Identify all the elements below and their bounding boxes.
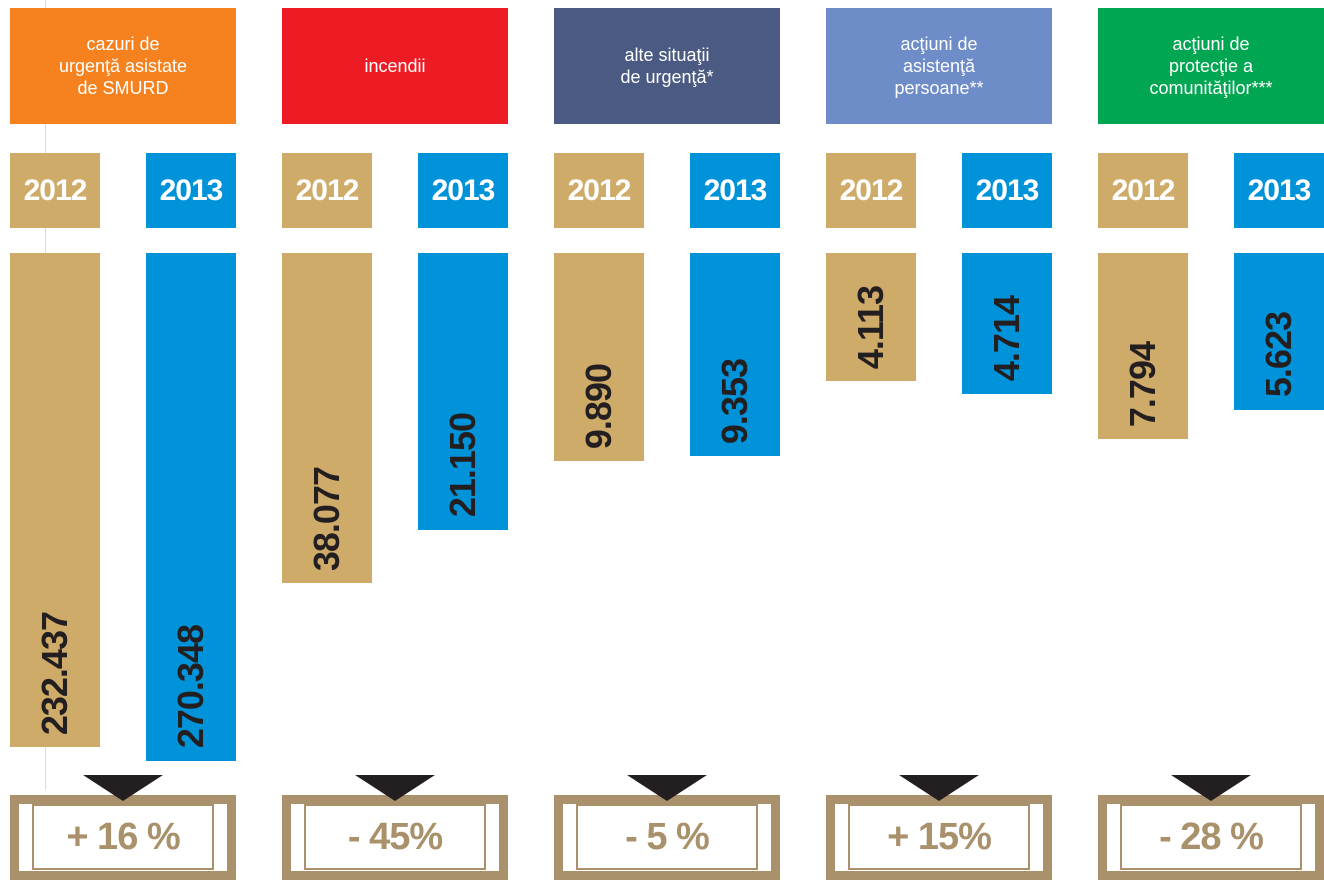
bar: 38.077 bbox=[282, 253, 372, 583]
year-label: 2012 bbox=[10, 153, 100, 228]
bar: 7.794 bbox=[1098, 253, 1188, 440]
change-label: - 45% bbox=[304, 804, 486, 870]
bar: 4.113 bbox=[826, 253, 916, 382]
year-label: 2012 bbox=[826, 153, 916, 228]
value-label: 232.437 bbox=[34, 611, 75, 735]
value-label: 9.890 bbox=[578, 363, 619, 449]
value-label: 38.077 bbox=[306, 466, 347, 571]
bar: 4.714 bbox=[962, 253, 1052, 394]
bar: 9.890 bbox=[554, 253, 644, 461]
year-label: 2013 bbox=[146, 153, 236, 228]
bar: 232.437 bbox=[10, 253, 100, 747]
arrow bbox=[899, 775, 979, 801]
category-header: acţiuni de protecţie a comunităţilor*** bbox=[1098, 8, 1324, 124]
bar: 270.348 bbox=[146, 253, 236, 761]
bar: 9.353 bbox=[690, 253, 780, 456]
value-label: 9.353 bbox=[714, 358, 755, 444]
bar: 5.623 bbox=[1234, 253, 1324, 410]
year-label: 2013 bbox=[690, 153, 780, 228]
category-header: acţiuni de asistenţă persoane** bbox=[826, 8, 1052, 124]
arrow bbox=[83, 775, 163, 801]
arrow bbox=[627, 775, 707, 801]
year-label: 2013 bbox=[1234, 153, 1324, 228]
value-label: 21.150 bbox=[442, 413, 483, 518]
arrow bbox=[1171, 775, 1251, 801]
change-label: - 5 % bbox=[576, 804, 758, 870]
change-label: + 15% bbox=[848, 804, 1030, 870]
value-label: 4.113 bbox=[850, 286, 891, 370]
year-label: 2013 bbox=[962, 153, 1052, 228]
value-label: 5.623 bbox=[1258, 312, 1299, 398]
value-label: 4.714 bbox=[986, 296, 1027, 382]
change-label: - 28 % bbox=[1120, 804, 1302, 870]
bar: 21.150 bbox=[418, 253, 508, 530]
change-label: + 16 % bbox=[32, 804, 214, 870]
category-header: cazuri de urgenţă asistate de SMURD bbox=[10, 8, 236, 124]
category-header: alte situaţii de urgenţă* bbox=[554, 8, 780, 124]
value-label: 7.794 bbox=[1122, 342, 1163, 428]
year-label: 2013 bbox=[418, 153, 508, 228]
year-label: 2012 bbox=[282, 153, 372, 228]
category-header: incendii bbox=[282, 8, 508, 124]
arrow bbox=[355, 775, 435, 801]
year-label: 2012 bbox=[1098, 153, 1188, 228]
value-label: 270.348 bbox=[170, 625, 211, 749]
year-label: 2012 bbox=[554, 153, 644, 228]
